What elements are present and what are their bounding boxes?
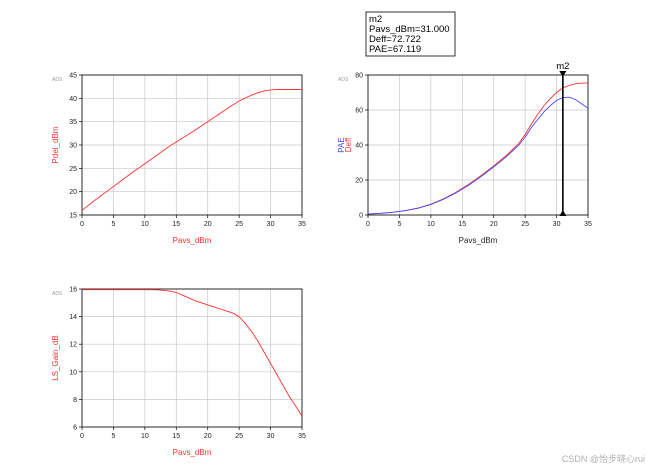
ads-tag: ADS <box>52 77 63 83</box>
series-line-deff <box>367 82 589 215</box>
x-tick-label: 35 <box>298 433 306 440</box>
y-tick-label: 6 <box>73 425 77 432</box>
x-tick-label: 20 <box>490 221 498 228</box>
marker-readout-line: m2 <box>369 14 382 25</box>
x-tick-label: 35 <box>584 221 592 228</box>
y-tick-label: 40 <box>355 143 363 150</box>
y-axis-label-part: Deff <box>344 137 353 152</box>
x-tick-label: 30 <box>553 221 561 228</box>
x-tick-label: 20 <box>204 433 212 440</box>
x-tick-label: 0 <box>366 221 370 228</box>
x-tick-label: 5 <box>397 221 401 228</box>
y-tick-label: 45 <box>69 73 77 80</box>
x-tick-label: 20 <box>204 221 212 228</box>
y-tick-label: 35 <box>69 119 77 126</box>
y-tick-label: 14 <box>69 314 77 321</box>
x-tick-label: 15 <box>172 221 180 228</box>
ads-tag: ADS <box>52 291 63 297</box>
y-tick-label: 0 <box>359 213 363 220</box>
y-tick-label: 12 <box>69 342 77 349</box>
x-tick-label: 25 <box>235 221 243 228</box>
y-axis-label: Pdel_dBm <box>51 126 60 163</box>
x-axis-label: Pavs_dBm <box>459 236 498 245</box>
plot-frame <box>81 288 303 428</box>
x-tick-label: 0 <box>80 433 84 440</box>
y-tick-label: 8 <box>73 397 77 404</box>
x-tick-label: 5 <box>111 433 115 440</box>
marker-readout-line: Deff=72.722 <box>369 34 421 45</box>
y-axis-label-part: PAE <box>337 137 346 152</box>
x-axis-label: Pavs_dBm <box>173 448 212 457</box>
x-tick-label: 10 <box>427 221 435 228</box>
x-tick-label: 35 <box>298 221 306 228</box>
efficiency-vs-pavs-chart: ADS 0 5 10 15 20 25 30 35 0 20 40 60 80 Pavs_dBm PAEDef… <box>337 61 592 245</box>
x-tick-label: 25 <box>521 221 529 228</box>
x-tick-label: 15 <box>172 433 180 440</box>
x-axis-label: Pavs_dBm <box>173 236 212 245</box>
y-tick-label: 30 <box>69 143 77 150</box>
x-tick-label: 30 <box>267 221 275 228</box>
y-tick-label: 16 <box>69 287 77 294</box>
y-axis-label: LS_Gain_dB <box>51 335 60 380</box>
x-tick-label: 10 <box>141 433 149 440</box>
series-line-trace <box>82 289 303 417</box>
y-tick-label: 20 <box>69 189 77 196</box>
y-tick-label: 15 <box>69 213 77 220</box>
x-tick-label: 15 <box>458 221 466 228</box>
watermark: CSDN @怡步晓心rui <box>562 453 645 464</box>
pdel-vs-pavs-chart: ADS 0 5 10 15 20 25 30 35 15 20 25 30 35 40 45 Pavs_dBm P… <box>51 73 306 246</box>
y-tick-label: 20 <box>355 178 363 185</box>
y-axis-label: PAEDeff <box>337 137 353 153</box>
gain-vs-pavs-chart: ADS 0 5 10 15 20 25 30 35 6 8 10 12 14 16 Pavs_dBm LS_Ga… <box>51 287 306 458</box>
marker-top-triangle <box>559 71 567 77</box>
marker-readout-line: Pavs_dBm=31.000 <box>369 24 450 35</box>
series-line-trace <box>81 89 302 211</box>
ads-tag: ADS <box>338 77 349 83</box>
x-tick-label: 5 <box>111 221 115 228</box>
y-tick-label: 80 <box>355 73 363 80</box>
series-line-pae <box>367 96 589 215</box>
y-tick-label: 25 <box>69 166 77 173</box>
y-tick-label: 40 <box>69 96 77 103</box>
marker-bottom-triangle <box>559 210 567 216</box>
x-tick-label: 0 <box>80 221 84 228</box>
x-tick-label: 30 <box>267 433 275 440</box>
x-tick-label: 10 <box>141 221 149 228</box>
marker-name-label: m2 <box>556 61 569 72</box>
marker-readout-line: PAE=67.119 <box>369 44 421 55</box>
marker-readout-box <box>365 11 456 57</box>
y-tick-label: 60 <box>355 108 363 115</box>
marker-readout: m2 Pavs_dBm=31.000 Deff=72.722 PAE=67.11… <box>365 11 456 57</box>
x-tick-label: 25 <box>235 433 243 440</box>
y-tick-label: 10 <box>69 369 77 376</box>
